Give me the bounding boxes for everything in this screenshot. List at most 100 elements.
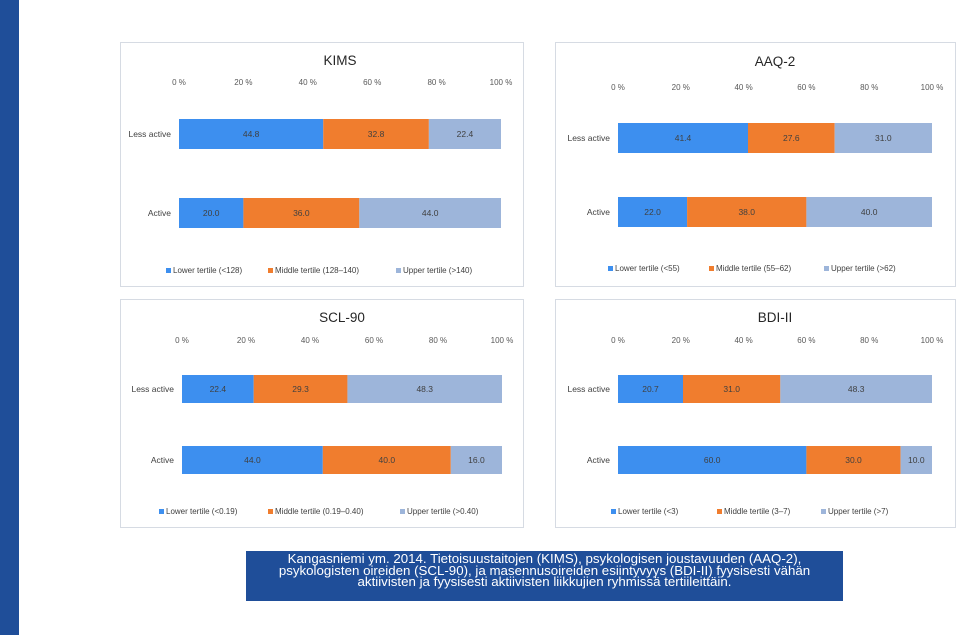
legend-label: Lower tertile (<128) bbox=[173, 266, 242, 275]
x-tick-label: 0 % bbox=[611, 336, 625, 345]
category-label: Active bbox=[148, 208, 171, 218]
caption-line: aktiivisten ja fyysisesti aktiivisten li… bbox=[357, 574, 732, 590]
legend-label: Middle tertile (55–62) bbox=[716, 264, 791, 273]
legend-label: Lower tertile (<0.19) bbox=[166, 507, 238, 516]
category-label: Less active bbox=[567, 384, 610, 394]
x-tick-label: 80 % bbox=[860, 83, 878, 92]
legend-label: Middle tertile (3–7) bbox=[724, 507, 791, 516]
x-tick-label: 40 % bbox=[299, 78, 317, 87]
chart-svg: AAQ-2 0 % 20 % 40 % 60 % 80 % 100 % Less active… bbox=[567, 54, 944, 273]
chart-bdi2: BDI-II 0 % 20 % 40 % 60 % 80 % 100 % Less activ… bbox=[555, 299, 956, 528]
bar-value-label: 20.0 bbox=[203, 208, 220, 218]
chart-title: BDI-II bbox=[758, 310, 793, 325]
bar-segment bbox=[322, 446, 451, 474]
legend-swatch bbox=[717, 509, 722, 514]
legend-label: Upper tertile (>62) bbox=[831, 264, 896, 273]
x-tick-label: 20 % bbox=[672, 83, 690, 92]
chart-svg: BDI-II 0 % 20 % 40 % 60 % 80 % 100 % Less activ… bbox=[567, 310, 944, 516]
legend-label: Upper tertile (>0.40) bbox=[407, 507, 479, 516]
legend-swatch bbox=[396, 268, 401, 273]
bar-segment bbox=[780, 375, 932, 403]
legend-swatch bbox=[268, 268, 273, 273]
bar-value-label: 60.0 bbox=[704, 455, 721, 465]
category-label: Less active bbox=[567, 133, 610, 143]
category-label: Active bbox=[151, 455, 174, 465]
bar-value-label: 48.3 bbox=[848, 384, 865, 394]
chart-scl90: SCL-90 0 % 20 % 40 % 60 % 80 % 100 % Less activ… bbox=[120, 299, 524, 528]
x-tick-label: 80 % bbox=[429, 336, 447, 345]
bar-segment bbox=[450, 446, 502, 474]
bar-segment bbox=[182, 375, 254, 403]
side-accent-bar bbox=[0, 0, 19, 635]
legend-label: Middle tertile (0.19–0.40) bbox=[275, 507, 364, 516]
bar-segment bbox=[618, 375, 683, 403]
bar-value-label: 32.8 bbox=[368, 129, 385, 139]
caption-line: psykologisten oireiden (SCL-90), ja mase… bbox=[278, 562, 811, 578]
x-tick-label: 0 % bbox=[175, 336, 189, 345]
caption-line: Kangasniemi ym. 2014. Tietoisuustaitojen… bbox=[287, 551, 802, 566]
legend-swatch bbox=[159, 509, 164, 514]
x-tick-label: 0 % bbox=[611, 83, 625, 92]
bar-segment bbox=[687, 197, 807, 227]
x-tick-label: 100 % bbox=[490, 78, 513, 87]
x-tick-label: 60 % bbox=[797, 336, 815, 345]
x-tick-label: 40 % bbox=[734, 336, 752, 345]
bar-value-label: 16.0 bbox=[468, 455, 485, 465]
x-tick-label: 20 % bbox=[672, 336, 690, 345]
bar-segment bbox=[806, 197, 932, 227]
bar-value-label: 22.4 bbox=[457, 129, 474, 139]
bar-value-label: 20.7 bbox=[642, 384, 659, 394]
legend-swatch bbox=[821, 509, 826, 514]
bar-value-label: 38.0 bbox=[738, 207, 755, 217]
bar-segment bbox=[618, 123, 748, 153]
chart-aaq2: AAQ-2 0 % 20 % 40 % 60 % 80 % 100 % Less active… bbox=[555, 42, 956, 287]
legend-swatch bbox=[268, 509, 273, 514]
x-tick-label: 100 % bbox=[491, 336, 514, 345]
chart-svg: SCL-90 0 % 20 % 40 % 60 % 80 % 100 % Less activ… bbox=[131, 310, 514, 516]
legend-swatch bbox=[709, 266, 714, 271]
legend-label: Middle tertile (128–140) bbox=[275, 266, 359, 275]
legend-swatch bbox=[608, 266, 613, 271]
category-label: Active bbox=[587, 207, 610, 217]
bar-segment bbox=[806, 446, 901, 474]
x-tick-label: 80 % bbox=[427, 78, 445, 87]
bar-value-label: 22.4 bbox=[210, 384, 227, 394]
bar-value-label: 30.0 bbox=[845, 455, 862, 465]
chart-svg: KIMS 0 % 20 % 40 % 60 % 80 % 100 % Less active 4… bbox=[128, 53, 513, 275]
chart-title: AAQ-2 bbox=[755, 54, 796, 69]
bar-value-label: 40.0 bbox=[861, 207, 878, 217]
legend-label: Upper tertile (>140) bbox=[403, 266, 472, 275]
bar-segment bbox=[900, 446, 932, 474]
legend-swatch bbox=[611, 509, 616, 514]
legend-swatch bbox=[824, 266, 829, 271]
legend-label: Lower tertile (<55) bbox=[615, 264, 680, 273]
legend-label: Upper tertile (>7) bbox=[828, 507, 889, 516]
bar-value-label: 44.0 bbox=[244, 455, 261, 465]
bar-value-label: 29.3 bbox=[292, 384, 309, 394]
x-tick-label: 60 % bbox=[365, 336, 383, 345]
bar-segment bbox=[323, 119, 429, 149]
bar-segment bbox=[428, 119, 501, 149]
x-tick-label: 100 % bbox=[921, 83, 944, 92]
legend-label: Lower tertile (<3) bbox=[618, 507, 679, 516]
bar-value-label: 44.8 bbox=[243, 129, 260, 139]
bar-segment bbox=[243, 198, 360, 228]
bar-value-label: 27.6 bbox=[783, 133, 800, 143]
bar-value-label: 44.0 bbox=[422, 208, 439, 218]
x-tick-label: 20 % bbox=[234, 78, 252, 87]
chart-title: SCL-90 bbox=[319, 310, 365, 325]
caption-box: Kangasniemi ym. 2014. Tietoisuustaitojen… bbox=[246, 551, 843, 601]
bar-segment bbox=[182, 446, 323, 474]
x-tick-label: 100 % bbox=[921, 336, 944, 345]
category-label: Less active bbox=[128, 129, 171, 139]
bar-value-label: 22.0 bbox=[644, 207, 661, 217]
x-tick-label: 40 % bbox=[301, 336, 319, 345]
bar-segment bbox=[747, 123, 835, 153]
bar-value-label: 31.0 bbox=[875, 133, 892, 143]
legend-swatch bbox=[166, 268, 171, 273]
category-label: Less active bbox=[131, 384, 174, 394]
bar-segment bbox=[347, 375, 502, 403]
x-tick-label: 60 % bbox=[797, 83, 815, 92]
bar-segment bbox=[618, 197, 688, 227]
category-label: Active bbox=[587, 455, 610, 465]
